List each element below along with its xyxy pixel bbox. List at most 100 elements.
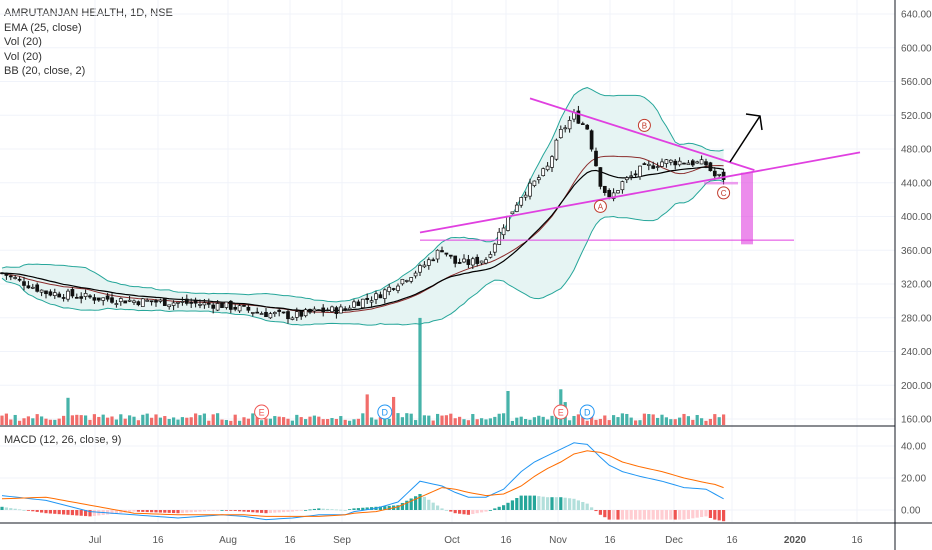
candle-body [352,301,356,308]
price-tick-label: 600.00 [901,43,932,54]
macd-histogram-bar [537,496,541,510]
candle-body [558,129,563,139]
candle-body [228,300,233,310]
volume-bar [110,416,114,425]
candle-body [132,300,136,303]
macd-histogram-bar [361,507,365,510]
candle-body [673,160,678,166]
legend-vol-2[interactable]: Vol (20) [4,50,42,63]
candle-body [255,311,260,314]
macd-histogram-bar [264,510,268,514]
candle-body [541,168,546,177]
volume-bar [458,416,462,425]
volume-bar [198,415,202,425]
candle-body [646,163,651,166]
macd-histogram-bar [185,510,189,513]
volume-bar [620,413,624,425]
candle-body [180,301,185,303]
candle-body [585,124,590,130]
candle-body [440,250,444,253]
macd-histogram-bar [378,506,382,510]
macd-histogram-bar [352,508,356,510]
macd-histogram-bar [510,500,514,510]
macd-histogram-bar [57,510,61,515]
macd-histogram-bar [497,506,501,510]
macd-histogram-bar [396,505,400,510]
macd-histogram-bar [242,510,246,512]
candle-body [140,298,145,307]
macd-legend[interactable]: MACD (12, 26, close, 9) [4,434,122,446]
candle-body [717,173,722,176]
candle-body [321,307,326,313]
volume-bar [330,418,334,425]
volume-bar [704,420,708,425]
volume-bar [92,414,96,425]
volume-bar [532,417,536,425]
price-tick-label: 480.00 [901,145,932,156]
candle-body [224,301,229,308]
volume-bar [642,413,646,425]
price-tick-label: 160.00 [901,415,932,426]
candle-body [158,299,163,302]
legend-ema[interactable]: EMA (25, close) [4,21,82,34]
macd-histogram-bar [176,510,180,514]
volume-bar [612,415,616,425]
legend-bb[interactable]: BB (20, close, 2) [4,65,86,77]
volume-bar [370,417,374,425]
volume-bar [145,413,149,425]
time-tick-label: Dec [665,535,683,546]
volume-bar [603,415,607,425]
pattern-point-marker [717,186,731,200]
macd-histogram-bar [387,505,391,510]
candle-body [470,258,475,266]
volume-bar [713,414,717,425]
macd-histogram-bar [532,495,536,510]
candle-body [290,317,295,320]
macd-histogram-bar [295,510,299,512]
candle-body [497,231,502,245]
volume-bar [176,419,180,425]
legend-symbol[interactable]: AMRUTANJAN HEALTH, 1D, NSE [4,7,173,19]
macd-histogram-bar [299,510,303,511]
macd-histogram-bar [449,510,453,512]
volume-bar [541,416,545,425]
candle-body [66,290,70,300]
macd-histogram-bar [317,508,321,510]
macd-tick-label: 40.00 [901,442,926,453]
macd-histogram-bar [572,498,576,510]
volume-bar [691,419,695,425]
macd-histogram-bar [427,499,431,510]
volume-bar [414,420,418,425]
candle-body [638,165,642,177]
candle-body [250,312,255,314]
volume-bar [497,413,501,425]
macd-histogram-bar [277,510,281,513]
macd-histogram-bar [409,498,413,510]
volume-bar [308,416,312,425]
volume-bar [572,415,576,425]
macd-histogram-bar [9,508,13,510]
legend-vol-1[interactable]: Vol (20) [4,36,42,48]
price-tick-label: 320.00 [901,280,932,291]
candle-body [660,161,664,167]
macd-histogram-bar [44,510,48,514]
candle-body [704,161,708,166]
candle-body [594,150,598,167]
candle-body [396,285,400,291]
candle-body [145,299,150,302]
volume-bar [216,413,220,425]
candle-body [514,204,519,212]
volume-bar [57,418,61,425]
macd-histogram-bar [220,510,224,511]
volume-bar [422,415,426,425]
macd-histogram-bar [286,510,290,512]
macd-histogram-bar [84,510,88,517]
macd-histogram-bar [568,498,572,510]
pattern-point-label: C [721,189,727,198]
volume-bar [678,417,682,425]
volume-bar [510,420,514,425]
macd-histogram-bar [18,509,22,511]
macd-histogram-bar [128,510,132,513]
candle-body [682,162,686,165]
